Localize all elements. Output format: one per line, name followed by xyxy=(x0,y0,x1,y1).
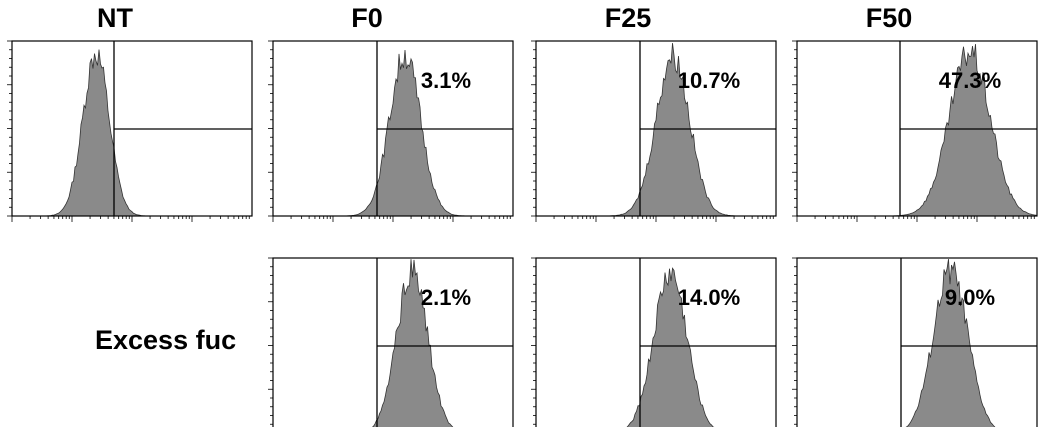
panel-frame-f50-row2 xyxy=(796,257,1038,427)
panel-nt-row1 xyxy=(7,40,253,222)
percent-label-f25-row1: 10.7% xyxy=(678,68,740,93)
histogram-area-f0-row2 xyxy=(371,259,454,427)
percent-label-f0-row1: 3.1% xyxy=(421,68,471,93)
percent-label-f0-row2: 2.1% xyxy=(421,285,471,310)
panel-f0-row2: 2.1% xyxy=(268,257,514,427)
column-title-nt: NT xyxy=(97,3,133,33)
histogram-panels: 3.1% 10.7% 47.3% 2.1% 14.0% 9.0% xyxy=(7,40,1038,427)
histogram-area-f0-row1 xyxy=(273,49,513,217)
column-title-f25: F25 xyxy=(605,3,652,33)
column-title-f50: F50 xyxy=(866,3,913,33)
panel-f50-row2: 9.0% xyxy=(792,257,1038,427)
column-title-f0: F0 xyxy=(351,3,383,33)
panel-f0-row1: 3.1% xyxy=(268,40,514,222)
panel-f50-row1: 47.3% xyxy=(792,40,1038,222)
histogram-area-f25-row2 xyxy=(626,267,715,427)
row-label-excess-fuc: Excess fuc xyxy=(95,325,236,355)
histogram-area-f50-row2 xyxy=(905,259,996,427)
histogram-area-nt-row1 xyxy=(12,49,252,217)
percent-label-f25-row2: 14.0% xyxy=(678,285,740,310)
panel-f25-row2: 14.0% xyxy=(531,257,777,427)
percent-label-f50-row1: 47.3% xyxy=(939,68,1001,93)
percent-label-f50-row2: 9.0% xyxy=(945,285,995,310)
panel-f25-row1: 10.7% xyxy=(531,40,777,222)
